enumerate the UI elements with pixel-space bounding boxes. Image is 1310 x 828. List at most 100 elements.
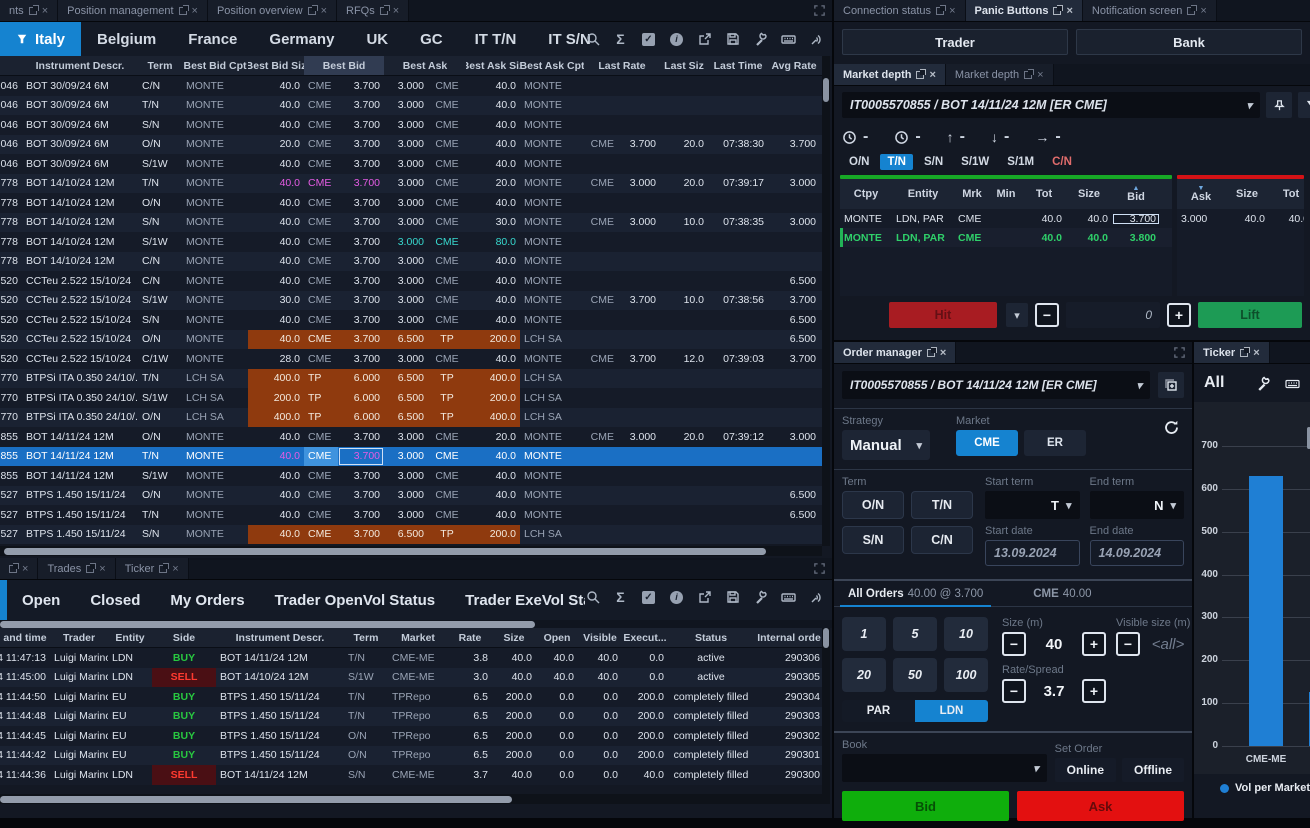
popout-icon[interactable]: [916, 71, 924, 79]
depth-instrument-select[interactable]: IT0005570855 / BOT 14/11/24 12M [ER CME]…: [842, 92, 1260, 118]
tab-belgium[interactable]: Belgium: [81, 22, 172, 56]
column-header[interactable]: Instrument Descr.: [22, 56, 138, 75]
right-control[interactable]: → -: [1035, 128, 1060, 146]
refresh-icon[interactable]: [1163, 419, 1180, 436]
wrench-icon[interactable]: [753, 32, 768, 47]
down-control[interactable]: ↓ -: [991, 128, 1009, 146]
expand-icon[interactable]: [813, 4, 826, 17]
expand-icon[interactable]: [1173, 346, 1186, 359]
market-er-button[interactable]: ER: [1024, 430, 1086, 456]
close-icon[interactable]: ×: [1037, 69, 1043, 81]
preset-1-button[interactable]: 1: [842, 617, 886, 651]
popout-icon[interactable]: [1053, 7, 1061, 15]
tab-order-manager[interactable]: Order manager×: [834, 342, 956, 363]
tab-notification-screen[interactable]: Notification screen×: [1083, 0, 1217, 21]
clone-order-button[interactable]: [1158, 372, 1184, 398]
search-icon[interactable]: [585, 32, 600, 47]
clock-control-1[interactable]: -: [842, 128, 868, 146]
online-button[interactable]: Online: [1055, 758, 1116, 782]
offline-button[interactable]: Offline: [1122, 758, 1184, 782]
column-header[interactable]: and time: [0, 628, 50, 647]
column-header[interactable]: Internal orde: [754, 628, 822, 647]
preset-10-button[interactable]: 10: [944, 617, 988, 651]
close-icon[interactable]: ×: [393, 5, 399, 17]
popout-icon[interactable]: [308, 7, 316, 15]
info-icon[interactable]: i: [669, 590, 684, 605]
column-header[interactable]: Last Time: [708, 56, 768, 75]
column-header[interactable]: Open: [536, 628, 578, 647]
column-header[interactable]: Entity: [108, 628, 152, 647]
tab-gc[interactable]: GC: [404, 22, 459, 56]
info-icon[interactable]: i: [669, 32, 684, 47]
popout-icon[interactable]: [159, 565, 167, 573]
ticker-all-tab[interactable]: All: [1204, 374, 1224, 392]
view-tabs-scrollbar[interactable]: [0, 620, 832, 628]
column-header[interactable]: Term: [138, 56, 182, 75]
tab-position-management[interactable]: Position management×: [58, 0, 208, 21]
hit-options-button[interactable]: ▾: [1006, 303, 1028, 327]
popout-icon[interactable]: [86, 565, 94, 573]
search-icon[interactable]: [585, 590, 600, 605]
column-header[interactable]: Avg Rate: [768, 56, 820, 75]
save-icon[interactable]: [725, 590, 740, 605]
tab-closed[interactable]: Closed: [75, 592, 155, 609]
close-icon[interactable]: ×: [929, 69, 935, 81]
depth-column-header[interactable]: Ctpy: [840, 188, 892, 200]
venue-par-button[interactable]: PAR: [842, 700, 915, 722]
term-on[interactable]: O/N: [842, 154, 876, 170]
keyboard-icon[interactable]: [781, 32, 796, 47]
signal-icon[interactable]: [809, 590, 824, 605]
rate-minus-button[interactable]: −: [1002, 679, 1026, 703]
column-header[interactable]: Market: [388, 628, 448, 647]
term-s1m[interactable]: S/1M: [1000, 154, 1041, 170]
keyboard-icon[interactable]: [781, 590, 796, 605]
market-cme-button[interactable]: CME: [956, 430, 1018, 456]
close-icon[interactable]: ×: [1253, 347, 1259, 359]
term-cn-button[interactable]: C/N: [911, 526, 973, 554]
keyboard-icon[interactable]: [1285, 376, 1300, 391]
column-header[interactable]: Side: [152, 628, 216, 647]
popout-icon[interactable]: [1024, 71, 1032, 79]
expand-icon[interactable]: [813, 562, 826, 575]
popout-icon[interactable]: [1240, 349, 1248, 357]
end-date-input[interactable]: 14.09.2024: [1090, 540, 1185, 566]
tab-market-depth-1[interactable]: Market depth×: [834, 64, 946, 85]
orders-vertical-scrollbar[interactable]: [822, 628, 830, 804]
close-icon[interactable]: ×: [22, 563, 28, 575]
save-icon[interactable]: [725, 32, 740, 47]
tab-rfqs[interactable]: RFQs×: [337, 0, 409, 21]
depth-column-header[interactable]: Mrk: [954, 188, 990, 200]
close-icon[interactable]: ×: [192, 5, 198, 17]
book-select[interactable]: ▾: [842, 754, 1047, 782]
active-tab-sliver[interactable]: [0, 580, 7, 620]
depth-column-header[interactable]: Entity: [892, 188, 954, 200]
preset-100-button[interactable]: 100: [944, 658, 988, 692]
visible-minus-button[interactable]: −: [1116, 632, 1140, 656]
column-header[interactable]: Best Ask: [384, 56, 466, 75]
tab-connection-status[interactable]: Connection status×: [834, 0, 966, 21]
close-icon[interactable]: ×: [42, 5, 48, 17]
depth-column-header[interactable]: Tot: [1269, 188, 1304, 200]
visible-size-value[interactable]: <all>: [1146, 636, 1190, 653]
